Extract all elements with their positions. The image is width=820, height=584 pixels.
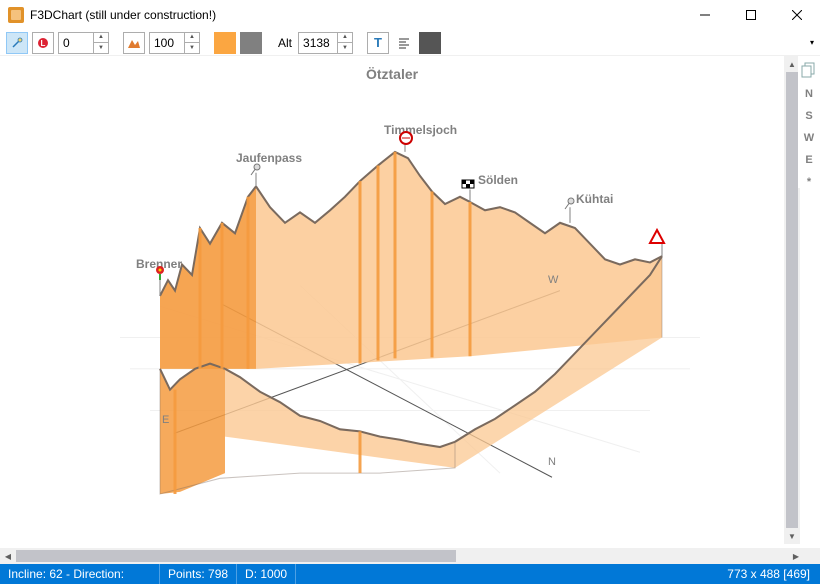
value2-input[interactable] (150, 34, 184, 52)
axis-label-e: E (162, 414, 169, 426)
value2-spinner[interactable]: ▲▼ (149, 32, 200, 54)
svg-text:L: L (41, 39, 46, 48)
toolbar: L ▲▼ ▲▼ Alt ▲▼ T ▾ (0, 30, 820, 56)
color-swatch-text[interactable] (419, 32, 441, 54)
maximize-button[interactable] (728, 0, 774, 30)
stop-icon (398, 130, 414, 151)
axis-label-w: W (548, 274, 558, 286)
app-icon (8, 7, 24, 23)
status-incline: Incline: 62 - Direction: (0, 564, 160, 584)
poi-label-jaufenpass: Jaufenpass (236, 151, 302, 165)
text-tool-button[interactable]: T (367, 32, 389, 54)
status-bar: Incline: 62 - Direction: Points: 798 D: … (0, 564, 820, 584)
scroll-left-button[interactable]: ◀ (0, 548, 16, 564)
scroll-right-button[interactable]: ▶ (788, 548, 804, 564)
status-dimensions: 773 x 488 [469] (717, 567, 820, 581)
pin-icon (562, 196, 576, 215)
close-button[interactable] (774, 0, 820, 30)
copy-icon[interactable] (801, 62, 817, 78)
status-distance: D: 1000 (237, 564, 296, 584)
alt-label: Alt (276, 36, 294, 50)
main-area: Ötztaler (0, 56, 820, 544)
hscroll-thumb[interactable] (16, 550, 456, 562)
color-swatch-secondary[interactable] (240, 32, 262, 54)
chart-canvas[interactable]: Ötztaler (0, 56, 784, 544)
side-west-button[interactable]: W (804, 132, 814, 144)
status-points: Points: 798 (160, 564, 237, 584)
value1-up[interactable]: ▲ (93, 33, 108, 43)
toolbar-overflow-button[interactable]: ▾ (804, 30, 820, 56)
minimize-button[interactable] (682, 0, 728, 30)
side-panel: N S W E * (798, 56, 820, 188)
title-bar: F3DChart (still under construction!) (0, 0, 820, 30)
poi-label-timmelsjoch: Timmelsjoch (384, 123, 457, 137)
side-north-button[interactable]: N (805, 88, 813, 100)
horizontal-scrollbar[interactable]: ◀ ▶ (0, 548, 820, 564)
loop-tool-button[interactable]: L (32, 32, 54, 54)
vscroll-thumb[interactable] (786, 72, 798, 528)
value2-down[interactable]: ▼ (184, 43, 199, 53)
value1-spinner[interactable]: ▲▼ (58, 32, 109, 54)
alt-down[interactable]: ▼ (337, 43, 352, 53)
value2-up[interactable]: ▲ (184, 33, 199, 43)
pin-icon (248, 162, 262, 181)
warning-icon (648, 228, 666, 251)
side-south-button[interactable]: S (805, 110, 812, 122)
curtain-back-center (256, 152, 470, 369)
color-swatch-primary[interactable] (214, 32, 236, 54)
flag-icon (460, 178, 476, 199)
flower-icon (152, 264, 168, 285)
curtain-front-left (160, 364, 225, 494)
hscroll-track[interactable] (16, 548, 788, 564)
value1-input[interactable] (59, 34, 93, 52)
side-east-button[interactable]: E (805, 154, 812, 166)
alt-input[interactable] (299, 34, 337, 52)
curtain-front-center (225, 369, 455, 468)
mountain-tool-button[interactable] (123, 32, 145, 54)
value1-down[interactable]: ▼ (93, 43, 108, 53)
scroll-down-button[interactable]: ▼ (784, 528, 800, 544)
window-title: F3DChart (still under construction!) (30, 8, 216, 22)
poi-label-soelden: Sölden (478, 173, 518, 187)
side-star-button[interactable]: * (807, 176, 811, 188)
scroll-corner (804, 548, 820, 564)
poi-label-kuehtai: Kühtai (576, 192, 613, 206)
alt-spinner[interactable]: ▲▼ (298, 32, 353, 54)
pin-tool-button[interactable] (6, 32, 28, 54)
align-tool-button[interactable] (393, 32, 415, 54)
axis-label-n: N (548, 456, 556, 468)
alt-up[interactable]: ▲ (337, 33, 352, 43)
